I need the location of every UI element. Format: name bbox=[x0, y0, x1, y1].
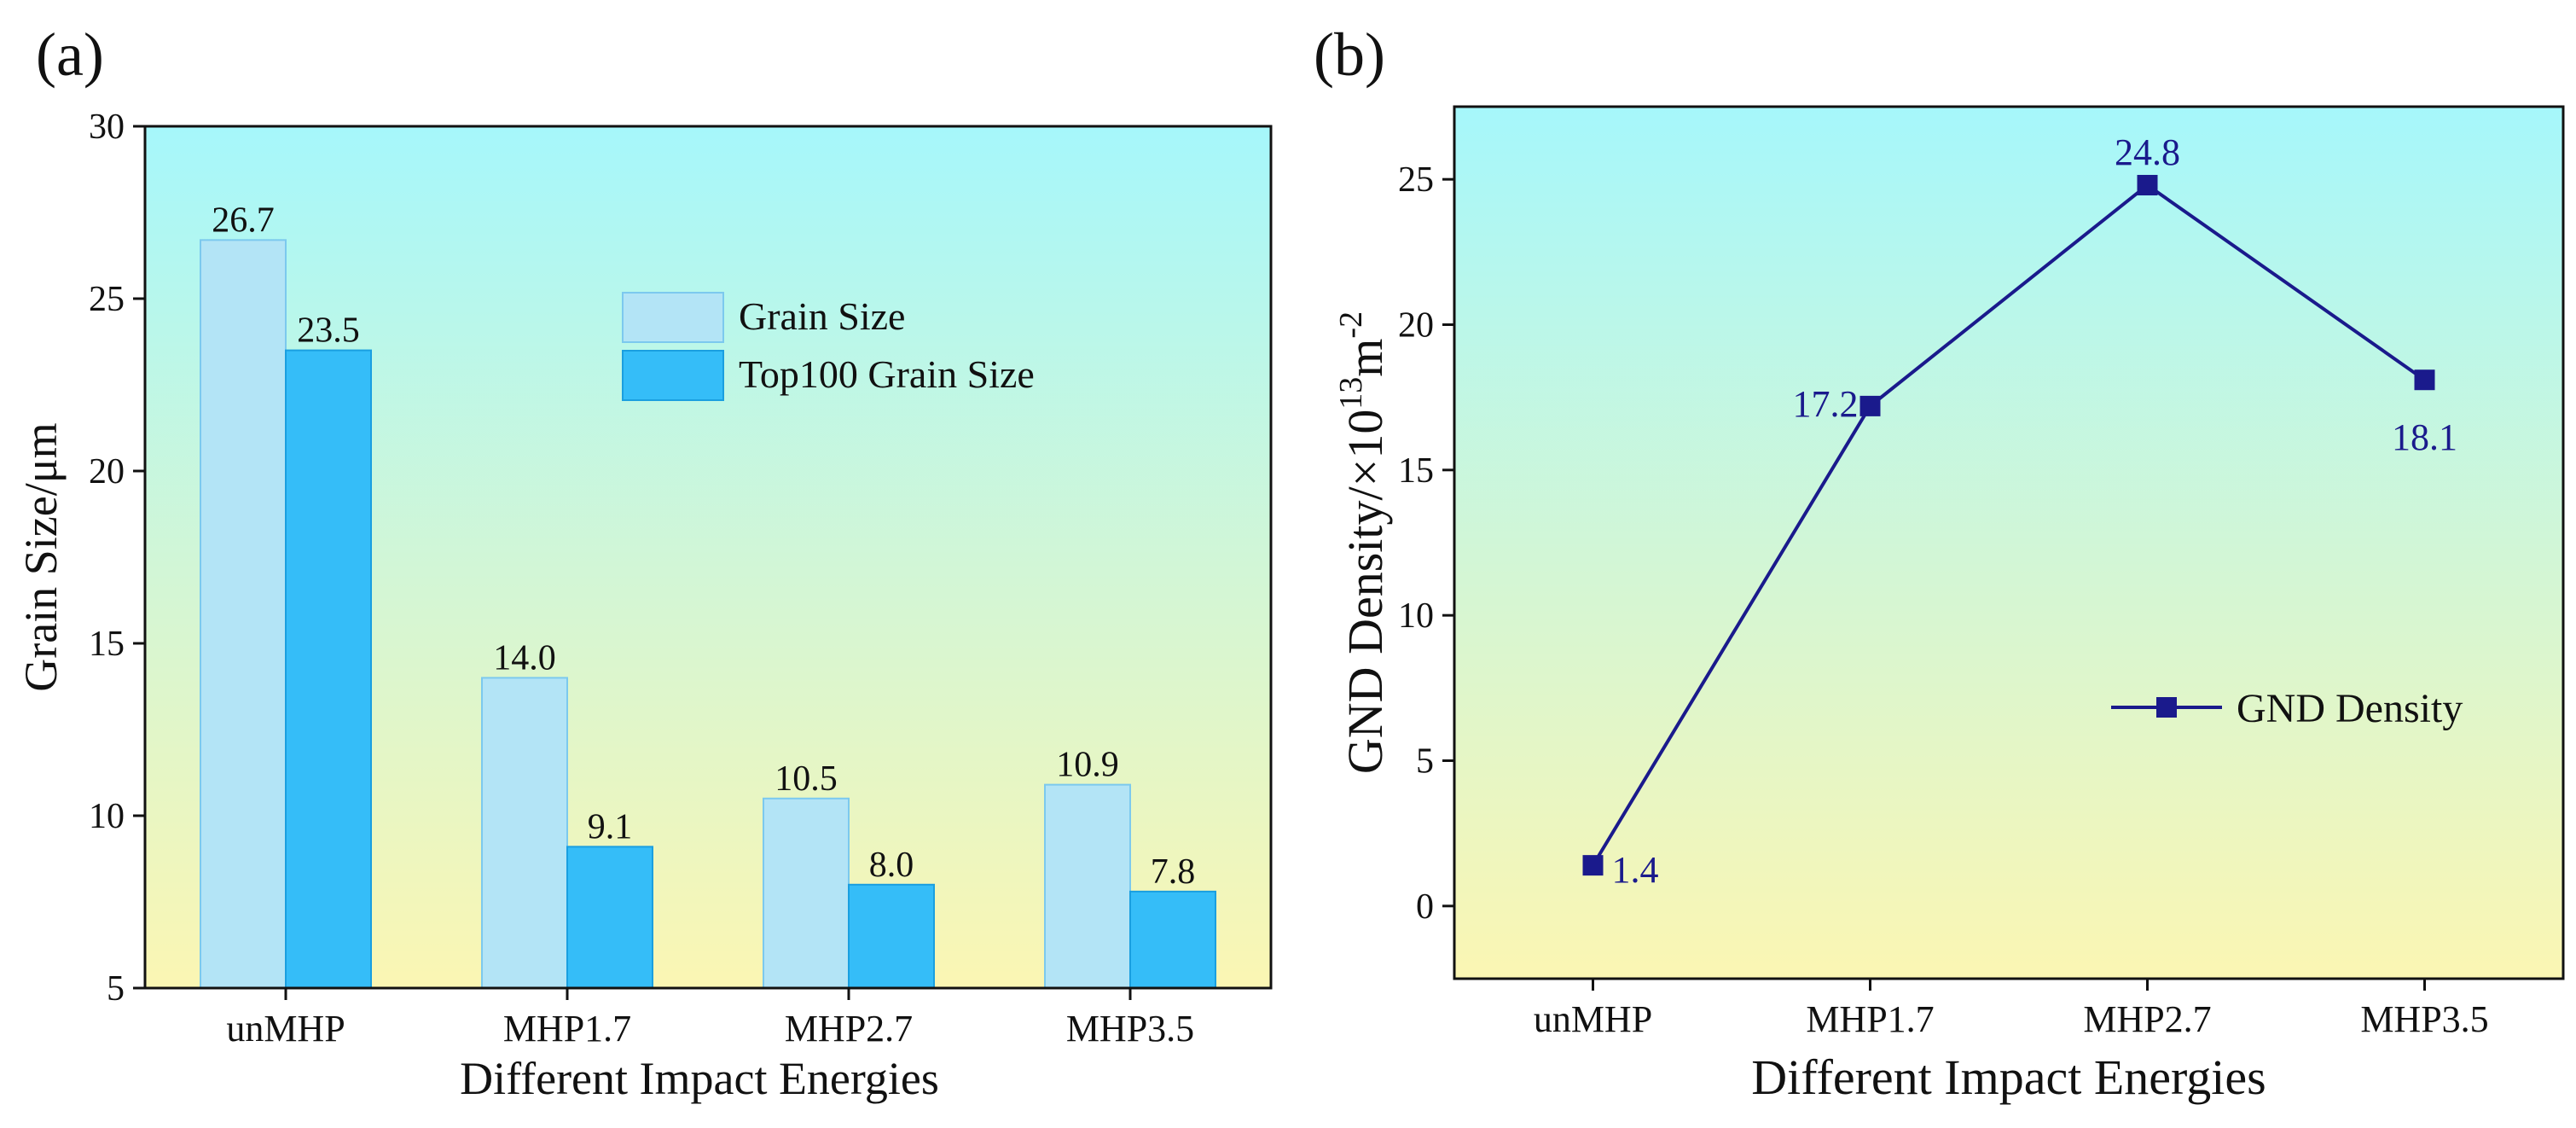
legend-swatch-grain-size bbox=[622, 292, 724, 343]
data-label-top100-MHP1.7: 9.1 bbox=[588, 807, 633, 846]
panel-b-legend: GND Density bbox=[2111, 686, 2463, 731]
data-label-grain-size-MHP3.5: 10.9 bbox=[1056, 746, 1119, 785]
panel-a-y-tick-label: 10 bbox=[89, 797, 125, 836]
panel-b-x-axis-title: Different Impact Energies bbox=[1751, 1050, 2266, 1105]
legend-label-gnd: GND Density bbox=[2237, 686, 2463, 731]
panel-a-y-tick-label: 15 bbox=[89, 625, 125, 664]
panel-a-x-tick-label: MHP2.7 bbox=[785, 1008, 913, 1050]
panel-a-y-tick-label: 5 bbox=[107, 969, 125, 1009]
panel-b-x-ticks: unMHP MHP1.7 MHP2.7 MHP3.5 bbox=[1534, 979, 2489, 1040]
panel-a-plot-frame bbox=[143, 125, 1273, 990]
panel-b-y-tick-label: 5 bbox=[1416, 742, 1434, 782]
panel-b-y-tick-label: 0 bbox=[1416, 887, 1434, 927]
panel-a-legend: Grain Size Top100 Grain Size bbox=[622, 292, 1035, 401]
panel-b-y-tick-label: 20 bbox=[1398, 306, 1434, 346]
bar-top100-unMHP bbox=[285, 349, 372, 990]
panel-a: (a) 26.7 23.5 14.0 9.1 10.5 8.0 10.9 7.8 5 10 15 2… bbox=[15, 20, 1273, 1104]
bar-top100-MHP2.7 bbox=[848, 883, 935, 990]
panel-b-y-axis-title: GND Density/×1013m-2 bbox=[1333, 311, 1393, 774]
gnd-data-label-MHP3.5: 18.1 bbox=[2392, 416, 2457, 458]
gnd-data-label-unMHP: 1.4 bbox=[1612, 849, 1659, 891]
legend-label-grain-size: Grain Size bbox=[739, 294, 905, 338]
panel-b: (b) 0 5 10 15 20 25 unMHP MHP1.7 MHP2.7 MHP3.5 1… bbox=[1314, 20, 2565, 1105]
panel-a-y-tick-label: 25 bbox=[89, 280, 125, 319]
panel-b-y-ticks: 0 5 10 15 20 25 bbox=[1398, 160, 1454, 927]
data-label-grain-size-MHP1.7: 14.0 bbox=[493, 638, 556, 677]
gnd-point-MHP1.7 bbox=[1859, 395, 1881, 416]
panel-b-plot-background bbox=[1454, 107, 2563, 979]
panel-a-x-ticks: unMHP MHP1.7 MHP2.7 MHP3.5 bbox=[226, 988, 1194, 1050]
panel-a-x-axis-title: Different Impact Energies bbox=[460, 1053, 939, 1104]
bar-grain-size-MHP2.7 bbox=[763, 797, 850, 989]
panel-a-y-axis-title: Grain Size/μm bbox=[15, 422, 67, 691]
data-label-grain-size-unMHP: 26.7 bbox=[212, 201, 275, 240]
panel-b-y-tick-label: 25 bbox=[1398, 160, 1434, 200]
panel-b-x-tick-label: unMHP bbox=[1534, 998, 1652, 1040]
gnd-point-MHP3.5 bbox=[2414, 369, 2435, 391]
bar-grain-size-MHP3.5 bbox=[1044, 783, 1131, 990]
panel-a-y-tick-label: 30 bbox=[89, 108, 125, 147]
data-label-grain-size-MHP2.7: 10.5 bbox=[775, 759, 838, 799]
panel-b-y-tick-label: 10 bbox=[1398, 596, 1434, 636]
panel-a-bars: 26.7 23.5 14.0 9.1 10.5 8.0 10.9 7.8 bbox=[200, 201, 1216, 990]
data-label-top100-MHP2.7: 8.0 bbox=[869, 846, 914, 885]
panel-a-y-tick-label: 20 bbox=[89, 452, 125, 491]
panel-a-x-tick-label: unMHP bbox=[226, 1008, 345, 1050]
legend-marker-gnd bbox=[2156, 697, 2177, 718]
data-label-top100-MHP3.5: 7.8 bbox=[1151, 852, 1196, 892]
panel-b-x-tick-label: MHP2.7 bbox=[2083, 998, 2211, 1040]
panel-a-x-tick-label: MHP3.5 bbox=[1066, 1008, 1194, 1050]
data-label-top100-unMHP: 23.5 bbox=[297, 311, 360, 351]
bar-top100-MHP3.5 bbox=[1129, 890, 1216, 990]
gnd-data-label-MHP1.7: 17.2 bbox=[1793, 383, 1859, 425]
bar-grain-size-unMHP bbox=[200, 239, 287, 989]
panel-a-label: (a) bbox=[36, 20, 104, 89]
panel-b-points: 1.4 17.2 24.8 18.1 bbox=[1582, 131, 2457, 891]
gnd-data-label-MHP2.7: 24.8 bbox=[2115, 131, 2180, 173]
legend-swatch-top100 bbox=[622, 350, 724, 401]
gnd-density-line bbox=[1591, 183, 2426, 867]
panel-b-y-tick-label: 15 bbox=[1398, 451, 1434, 491]
gnd-point-MHP2.7 bbox=[2137, 174, 2158, 195]
bar-top100-MHP1.7 bbox=[566, 846, 653, 989]
panel-a-y-ticks: 5 10 15 20 25 30 bbox=[89, 108, 145, 1009]
panel-b-x-tick-label: MHP1.7 bbox=[1806, 998, 1934, 1040]
panel-b-plot-frame bbox=[1453, 105, 2565, 980]
gnd-point-unMHP bbox=[1582, 855, 1604, 876]
bar-grain-size-MHP1.7 bbox=[481, 677, 568, 990]
legend-label-top100: Top100 Grain Size bbox=[739, 352, 1035, 396]
panel-b-label: (b) bbox=[1314, 20, 1385, 89]
panel-a-x-tick-label: MHP1.7 bbox=[503, 1008, 631, 1050]
panel-b-x-tick-label: MHP3.5 bbox=[2360, 998, 2488, 1040]
